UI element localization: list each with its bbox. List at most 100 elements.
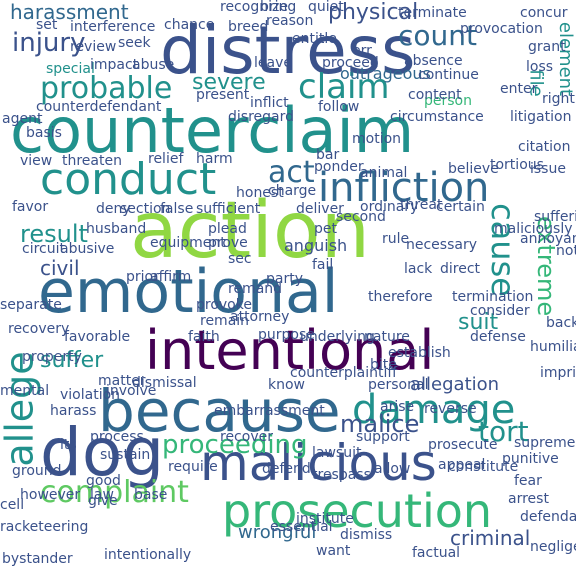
word-circumstance: circumstance xyxy=(390,109,484,125)
word-honest: honest xyxy=(236,185,284,201)
word-good: good xyxy=(86,473,121,489)
word-pet: pet xyxy=(314,221,337,237)
word-defend: defend xyxy=(262,461,311,477)
word-suit: suit xyxy=(458,310,499,335)
word-wrongful: wrongful xyxy=(238,522,317,543)
word-direct: direct xyxy=(440,261,481,277)
word-believe: believe xyxy=(448,161,499,177)
word-claim: claim xyxy=(298,67,390,107)
word-recover: recover xyxy=(220,429,273,445)
word-necessary: necessary xyxy=(406,237,478,253)
word-relief: relief xyxy=(148,151,184,167)
word-arise: arise xyxy=(380,399,415,415)
word-count: count xyxy=(398,19,477,52)
word-ground: ground xyxy=(12,463,62,479)
word-affirm: affirm xyxy=(150,269,192,285)
word-ponder: ponder xyxy=(314,159,364,175)
word-attorney: attorney xyxy=(230,309,290,325)
word-second: second xyxy=(336,209,386,225)
word-inflict: inflict xyxy=(250,95,289,111)
word-require: require xyxy=(168,459,218,475)
word-sufficient: sufficient xyxy=(196,201,261,217)
word-party: party xyxy=(266,271,303,287)
word-reason: reason xyxy=(266,13,314,29)
word-its: its xyxy=(60,437,77,453)
word-constitute: constitute xyxy=(448,459,519,475)
word-result: result xyxy=(20,220,88,248)
word-cell: cell xyxy=(0,497,25,513)
word-husband: husband xyxy=(86,221,147,237)
word-present: present xyxy=(196,87,250,103)
word-malicious: malicious xyxy=(200,434,437,492)
word-deliver: deliver xyxy=(296,201,344,217)
word-physical: physical xyxy=(328,0,419,25)
word-prosecution: prosecution xyxy=(222,484,493,538)
word-distress: distress xyxy=(160,12,416,89)
word-litigation: litigation xyxy=(510,109,572,125)
word-establish: establish xyxy=(388,345,451,361)
word-counterclaim: counterclaim xyxy=(10,94,415,167)
word-err: err xyxy=(352,43,372,59)
word-back: back xyxy=(546,315,576,331)
word-complaint: complaint xyxy=(40,475,189,510)
word-humiliation: humiliation xyxy=(530,339,576,355)
word-tortious: tortious xyxy=(490,157,544,173)
word-fear: fear xyxy=(514,473,542,489)
word-citation: citation xyxy=(518,139,571,155)
word-plead: plead xyxy=(208,221,247,237)
word-abusive: abusive xyxy=(60,241,115,257)
word-note: note xyxy=(556,243,576,259)
word-entitle: entitle xyxy=(292,31,337,47)
word-remand: remand xyxy=(228,281,283,297)
word-recovery: recovery xyxy=(8,321,70,337)
word-embarrassment: embarrassment xyxy=(214,403,325,419)
word-conduct: conduct xyxy=(40,154,217,205)
word-criminal: criminal xyxy=(450,526,531,550)
word-factual: factual xyxy=(412,545,461,561)
word-base: base xyxy=(134,487,168,503)
word-set: set xyxy=(36,17,58,33)
word-probable: probable xyxy=(40,71,173,106)
word-proceeding: proceeding xyxy=(162,430,308,460)
word-sec: sec xyxy=(228,251,252,267)
word-cause: cause xyxy=(483,203,522,297)
word-ordinary: ordinary xyxy=(360,199,419,215)
word-bring: bring xyxy=(260,0,297,15)
word-allow: allow xyxy=(374,461,411,477)
word-however: however xyxy=(20,487,81,503)
word-chance: chance xyxy=(164,17,215,33)
word-nature: nature xyxy=(364,329,410,345)
word-because: because xyxy=(98,377,341,445)
word-law: law xyxy=(90,487,114,503)
word-malice: malice xyxy=(340,410,420,438)
word-imprisonment: imprisonment xyxy=(540,365,576,381)
word-reverse: reverse xyxy=(424,401,477,417)
word-harass: harass xyxy=(50,403,97,419)
word-violation: violation xyxy=(60,387,121,403)
word-involve: involve xyxy=(106,383,157,399)
word-dog: dog xyxy=(40,414,165,491)
word-threaten: threaten xyxy=(62,153,122,169)
word-appeal: appeal xyxy=(438,457,486,473)
word-review: review xyxy=(70,39,117,55)
word-underlying: underlying xyxy=(300,329,375,345)
word-leave: leave xyxy=(254,55,292,71)
word-sustain: sustain xyxy=(100,447,151,463)
word-mental: mental xyxy=(0,383,50,399)
word-supreme: supreme xyxy=(514,435,576,451)
word-false: false xyxy=(160,201,194,217)
word-separate: separate xyxy=(0,297,62,313)
word-faith: faith xyxy=(188,329,220,345)
word-maliciously: maliciously xyxy=(494,221,573,237)
word-damage: damage xyxy=(352,387,516,433)
word-content: content xyxy=(408,87,462,103)
word-anguish: anguish xyxy=(284,236,348,255)
word-lawsuit: lawsuit xyxy=(312,445,362,461)
word-annoyance: annoyance xyxy=(520,231,576,247)
word-motion: motion xyxy=(352,131,402,147)
word-loss: loss xyxy=(526,59,554,75)
word-intentional: intentional xyxy=(145,319,435,382)
word-severe: severe xyxy=(192,70,266,95)
word-counterplaintiff: counterplaintiff xyxy=(290,365,398,381)
word-bite: bite xyxy=(370,357,397,373)
